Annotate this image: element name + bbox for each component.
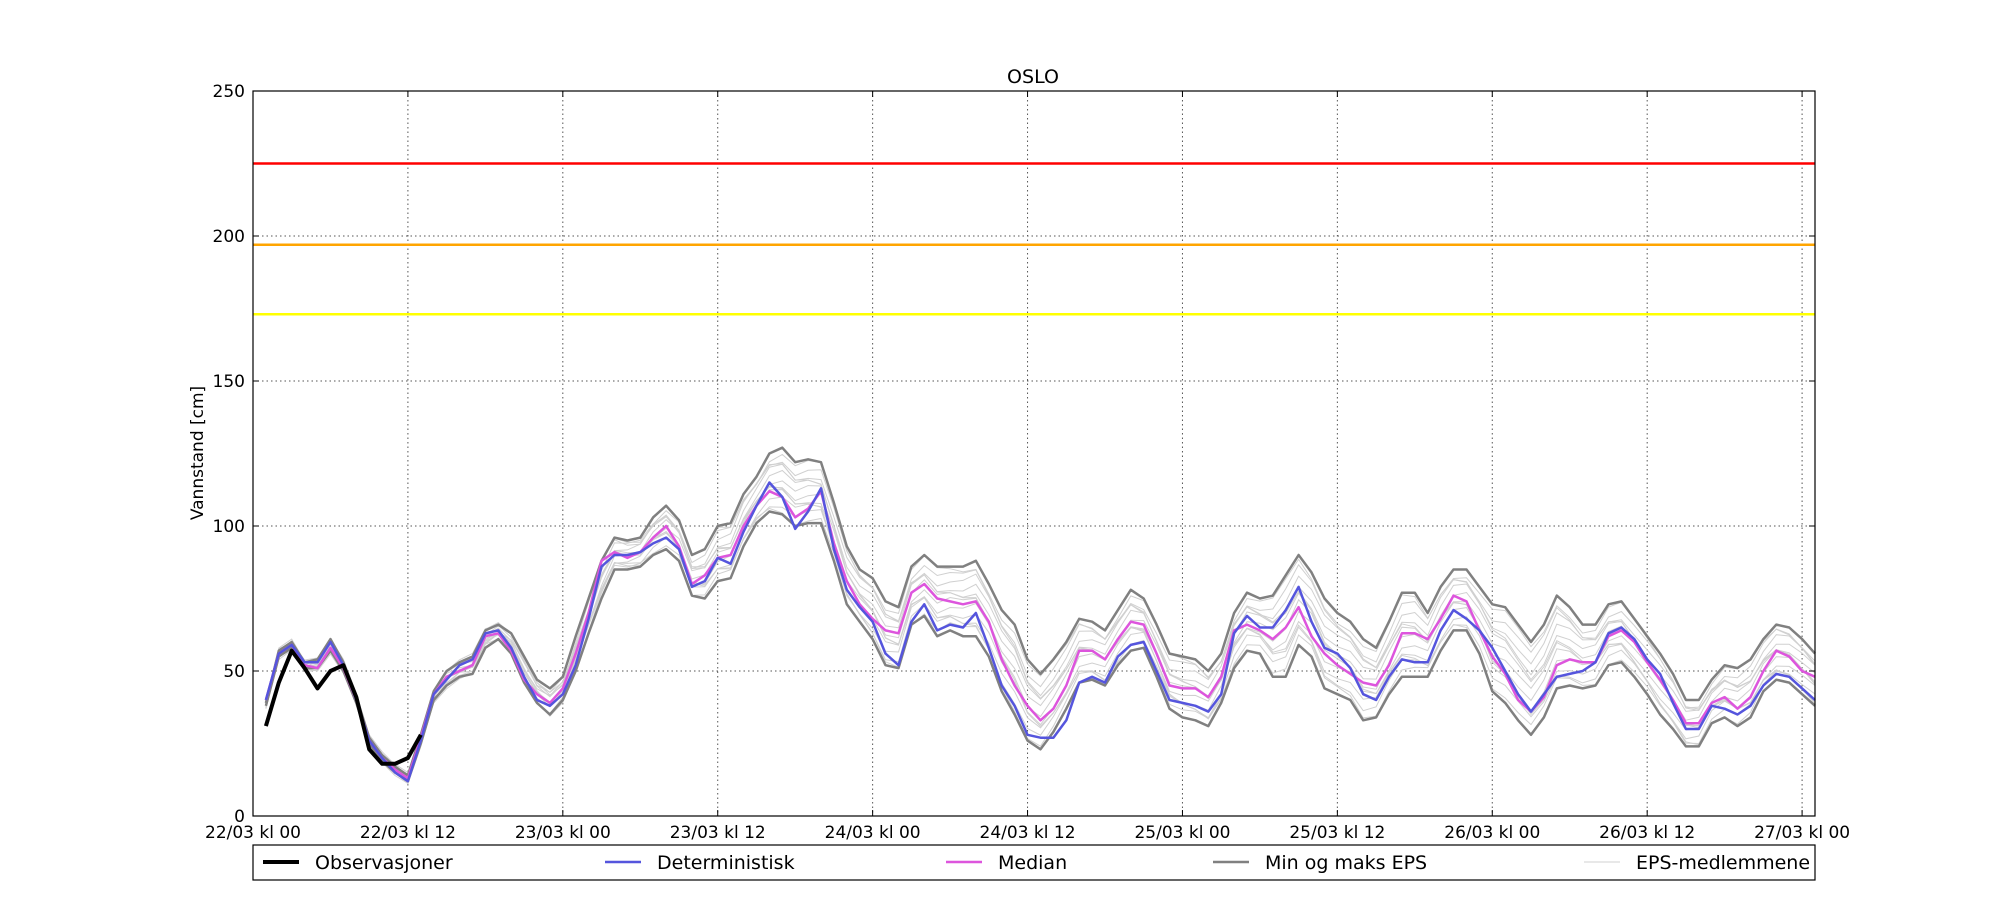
max-eps-line	[264, 446, 1816, 777]
legend-label: Observasjoner	[315, 852, 453, 874]
ensemble-member-line	[265, 485, 1816, 776]
legend-label: Deterministisk	[657, 852, 795, 874]
y-tick-label: 150	[213, 372, 245, 392]
x-tick-label: 24/03 kl 00	[825, 823, 921, 843]
legend-box	[252, 844, 1816, 881]
median-line	[264, 489, 1816, 780]
y-tick-labels: 0 50 100 150 200 250	[213, 82, 1815, 827]
y-tick-label: 100	[213, 517, 245, 537]
x-tick-label: 26/03 kl 00	[1444, 823, 1540, 843]
legend-label: Median	[998, 852, 1067, 874]
x-tick-label: 25/03 kl 12	[1289, 823, 1385, 843]
series-lines	[263, 446, 1816, 783]
plot-frame	[252, 90, 1816, 817]
y-tick-label: 250	[213, 82, 245, 102]
ensemble-member-line	[265, 480, 1816, 783]
ensemble-member-line	[265, 461, 1816, 778]
x-tick-labels: 22/03 kl 00 22/03 kl 12 23/03 kl 00 23/03 k…	[205, 91, 1850, 843]
grid-lines	[253, 91, 1815, 816]
x-tick-label: 23/03 kl 12	[670, 823, 766, 843]
ensemble-member-line	[265, 453, 1816, 781]
y-tick-label: 200	[213, 227, 245, 247]
x-tick-label: 22/03 kl 12	[360, 823, 456, 843]
ensemble-member-line	[265, 469, 1816, 782]
deterministic-line	[264, 481, 1816, 783]
x-tick-label: 23/03 kl 00	[515, 823, 611, 843]
ensemble-member-line	[265, 506, 1816, 785]
x-tick-label: 27/03 kl 00	[1754, 823, 1850, 843]
y-axis-label: Vannstand [cm]	[188, 386, 208, 520]
observations-line	[263, 648, 423, 766]
x-tick-label: 22/03 kl 00	[205, 823, 301, 843]
ensemble-members	[265, 453, 1816, 785]
legend-label: EPS-medlemmene	[1636, 852, 1810, 874]
legend: Observasjoner Deterministisk Median Min og …	[252, 844, 1816, 881]
x-tick-label: 24/03 kl 12	[980, 823, 1076, 843]
y-tick-label: 0	[234, 807, 245, 827]
legend-label: Min og maks EPS	[1265, 852, 1427, 874]
min-eps-line	[264, 510, 1816, 783]
threshold-lines	[253, 162, 1815, 316]
x-tick-label: 26/03 kl 12	[1599, 823, 1695, 843]
x-tick-label: 25/03 kl 00	[1134, 823, 1230, 843]
y-tick-label: 50	[223, 662, 245, 682]
chart-title: OSLO	[1007, 66, 1059, 88]
